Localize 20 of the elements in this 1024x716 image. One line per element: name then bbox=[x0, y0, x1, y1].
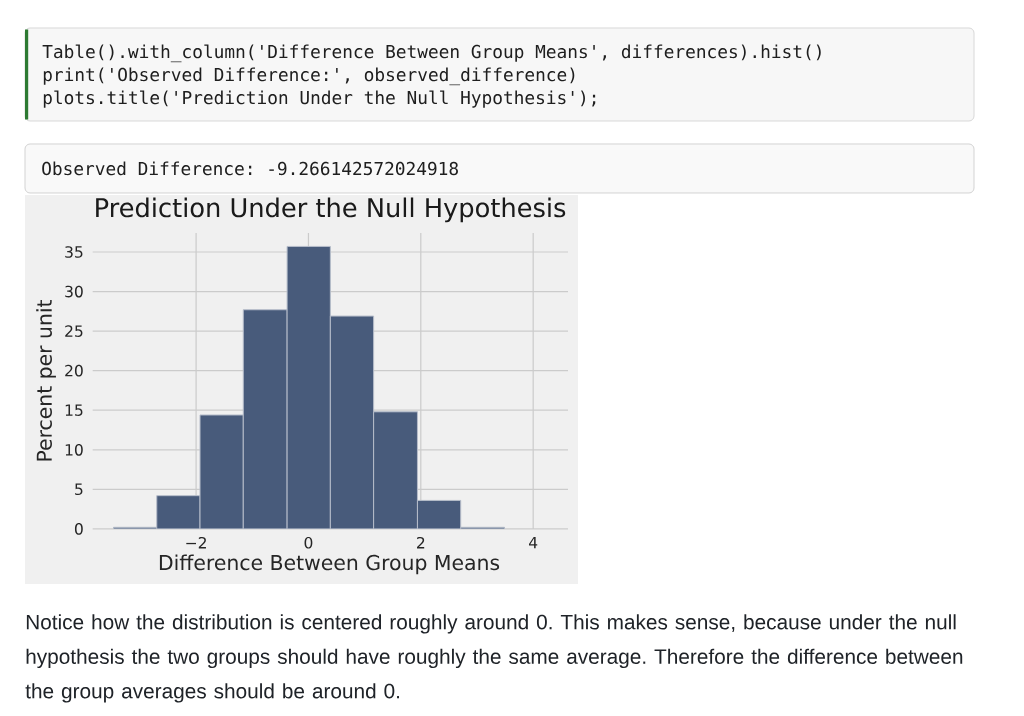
y-tick-label: 5 bbox=[75, 483, 83, 496]
text: Table().with_column('Difference Between Group Means', differences).hist() bbox=[42, 44, 821, 63]
text: print('Observed Difference:', observed_difference) bbox=[43, 67, 575, 86]
x-tick-label: 4 bbox=[529, 536, 538, 549]
y-axis-title: Percent per unit bbox=[36, 299, 56, 461]
text: Notice how the distribution is centered roughly around 0. This makes sense, because under the null hypothesis the two groups should have roughly the same average. Therefore the difference between the group averages should be around 0. bbox=[25, 614, 963, 703]
text: Observed Difference: -9.266142572024918 bbox=[42, 161, 458, 176]
y-tick-label: 15 bbox=[65, 404, 83, 416]
text: plots.title('Prediction Under the Null Hypothesis'); bbox=[43, 90, 596, 108]
y-tick-label: 30 bbox=[65, 285, 83, 298]
chart-title: Prediction Under the Null Hypothesis bbox=[96, 197, 566, 223]
x-tick-label: −2 bbox=[186, 536, 206, 549]
x-axis-title: Difference Between Group Means bbox=[159, 554, 500, 575]
y-tick-label: 35 bbox=[65, 246, 83, 258]
y-tick-label: 25 bbox=[65, 325, 83, 337]
x-tick-label: 2 bbox=[417, 536, 425, 549]
x-tick-label: 0 bbox=[304, 536, 313, 549]
y-tick-label: 0 bbox=[74, 523, 83, 535]
y-tick-label: 20 bbox=[65, 364, 83, 377]
y-tick-label: 10 bbox=[65, 443, 83, 456]
